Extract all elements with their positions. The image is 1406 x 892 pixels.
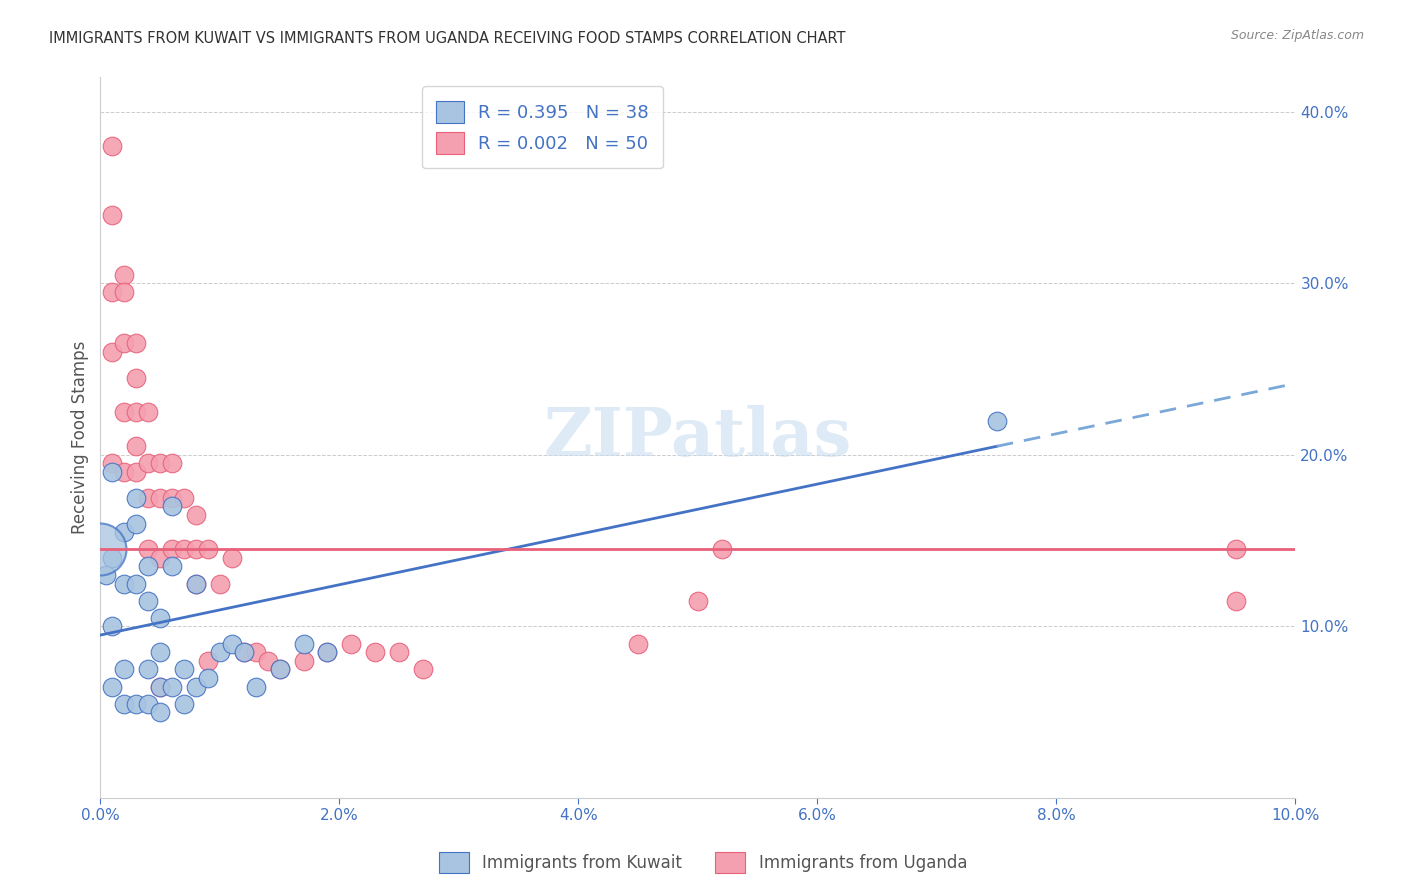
- Point: [125, 491, 148, 505]
- Point: [245, 680, 267, 694]
- Point: [197, 542, 219, 557]
- Point: [112, 336, 135, 351]
- Point: [125, 336, 148, 351]
- Point: [208, 645, 231, 659]
- Point: [112, 525, 135, 540]
- Point: [112, 662, 135, 676]
- Point: [101, 465, 124, 479]
- Point: [149, 491, 172, 505]
- Point: [184, 576, 207, 591]
- Point: [232, 645, 254, 659]
- Legend: Immigrants from Kuwait, Immigrants from Uganda: Immigrants from Kuwait, Immigrants from …: [432, 846, 974, 880]
- Point: [112, 465, 135, 479]
- Point: [101, 457, 124, 471]
- Point: [136, 457, 159, 471]
- Point: [149, 457, 172, 471]
- Point: [173, 662, 195, 676]
- Point: [221, 637, 243, 651]
- Point: [316, 645, 339, 659]
- Point: [136, 593, 159, 607]
- Point: [89, 542, 111, 557]
- Point: [256, 654, 278, 668]
- Point: [149, 611, 172, 625]
- Point: [136, 405, 159, 419]
- Point: [292, 637, 315, 651]
- Point: [1225, 542, 1247, 557]
- Point: [160, 500, 183, 514]
- Point: [208, 576, 231, 591]
- Point: [292, 654, 315, 668]
- Point: [101, 550, 124, 565]
- Point: [627, 637, 650, 651]
- Text: ZIPatlas: ZIPatlas: [544, 405, 852, 470]
- Point: [136, 559, 159, 574]
- Point: [125, 697, 148, 711]
- Point: [221, 550, 243, 565]
- Point: [136, 542, 159, 557]
- Point: [160, 542, 183, 557]
- Point: [125, 439, 148, 453]
- Text: IMMIGRANTS FROM KUWAIT VS IMMIGRANTS FROM UGANDA RECEIVING FOOD STAMPS CORRELATI: IMMIGRANTS FROM KUWAIT VS IMMIGRANTS FRO…: [49, 31, 846, 46]
- Point: [269, 662, 291, 676]
- Point: [160, 559, 183, 574]
- Point: [112, 285, 135, 299]
- Point: [364, 645, 387, 659]
- Point: [101, 680, 124, 694]
- Point: [101, 285, 124, 299]
- Point: [101, 208, 124, 222]
- Point: [197, 654, 219, 668]
- Point: [96, 568, 118, 582]
- Point: [388, 645, 411, 659]
- Y-axis label: Receiving Food Stamps: Receiving Food Stamps: [72, 341, 89, 534]
- Point: [112, 405, 135, 419]
- Point: [112, 697, 135, 711]
- Point: [125, 516, 148, 531]
- Point: [412, 662, 434, 676]
- Point: [149, 706, 172, 720]
- Point: [125, 370, 148, 384]
- Point: [184, 680, 207, 694]
- Point: [316, 645, 339, 659]
- Point: [112, 268, 135, 282]
- Point: [245, 645, 267, 659]
- Point: [125, 405, 148, 419]
- Point: [149, 645, 172, 659]
- Point: [160, 491, 183, 505]
- Point: [112, 576, 135, 591]
- Point: [136, 697, 159, 711]
- Point: [101, 139, 124, 153]
- Point: [184, 576, 207, 591]
- Point: [149, 680, 172, 694]
- Point: [173, 697, 195, 711]
- Point: [173, 542, 195, 557]
- Point: [184, 508, 207, 522]
- Point: [101, 345, 124, 359]
- Point: [986, 414, 1008, 428]
- Text: Source: ZipAtlas.com: Source: ZipAtlas.com: [1230, 29, 1364, 42]
- Point: [125, 465, 148, 479]
- Point: [160, 680, 183, 694]
- Legend: R = 0.395   N = 38, R = 0.002   N = 50: R = 0.395 N = 38, R = 0.002 N = 50: [422, 87, 664, 169]
- Point: [1225, 593, 1247, 607]
- Point: [160, 457, 183, 471]
- Point: [136, 662, 159, 676]
- Point: [269, 662, 291, 676]
- Point: [136, 491, 159, 505]
- Point: [197, 671, 219, 685]
- Point: [125, 576, 148, 591]
- Point: [173, 491, 195, 505]
- Point: [149, 680, 172, 694]
- Point: [686, 593, 709, 607]
- Point: [710, 542, 733, 557]
- Point: [184, 542, 207, 557]
- Point: [232, 645, 254, 659]
- Point: [340, 637, 363, 651]
- Point: [101, 619, 124, 633]
- Point: [149, 550, 172, 565]
